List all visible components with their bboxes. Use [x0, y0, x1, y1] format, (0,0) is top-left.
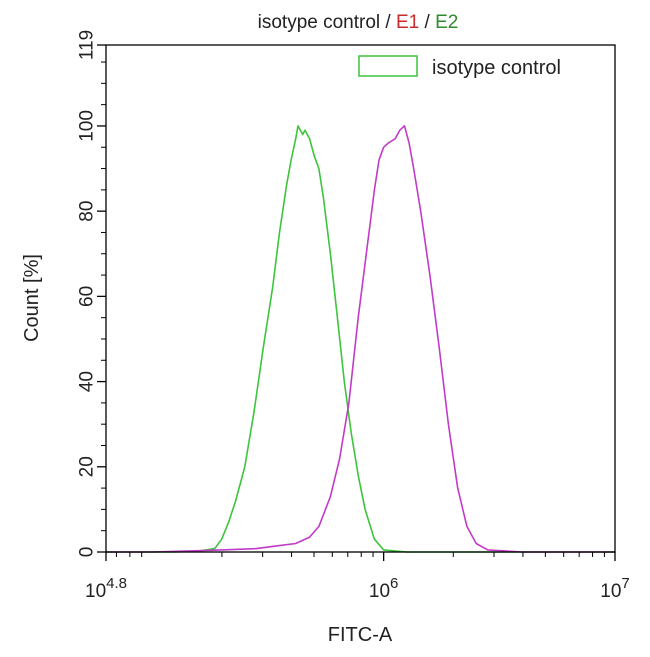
title-part-3: /	[419, 12, 435, 33]
y-tick-label: 100	[77, 110, 98, 142]
legend: isotype control	[358, 55, 561, 79]
x-tick-label: 107	[600, 575, 629, 602]
legend-label-isotype-control: isotype control	[432, 57, 561, 79]
y-axis: 0 20 40 60 80 100 119	[77, 30, 106, 557]
x-tick-label: 104.8	[85, 575, 127, 602]
x-tick-label: 106	[369, 575, 398, 602]
x-axis: 104.8 106 107	[85, 552, 630, 602]
x-axis-label: FITC-A	[328, 624, 393, 646]
y-tick-label: 119	[77, 30, 98, 60]
legend-swatch-isotype-control	[358, 55, 418, 77]
y-tick-label: 20	[77, 456, 98, 477]
y-tick-label: 60	[77, 286, 98, 307]
chart-title: isotype control / E1 / E2	[258, 12, 459, 33]
y-tick-label: 0	[77, 547, 98, 558]
y-tick-label: 40	[77, 371, 98, 392]
plot-frame	[105, 44, 616, 553]
y-axis-label: Count [%]	[21, 254, 43, 342]
series-line-isotype-control	[106, 125, 615, 553]
title-part-1: /	[380, 12, 396, 33]
title-part-4: E2	[435, 12, 458, 33]
series-line-sample	[106, 125, 615, 553]
y-tick-label: 80	[77, 201, 98, 222]
title-part-0: isotype control	[258, 12, 381, 33]
title-part-2: E1	[396, 12, 419, 33]
